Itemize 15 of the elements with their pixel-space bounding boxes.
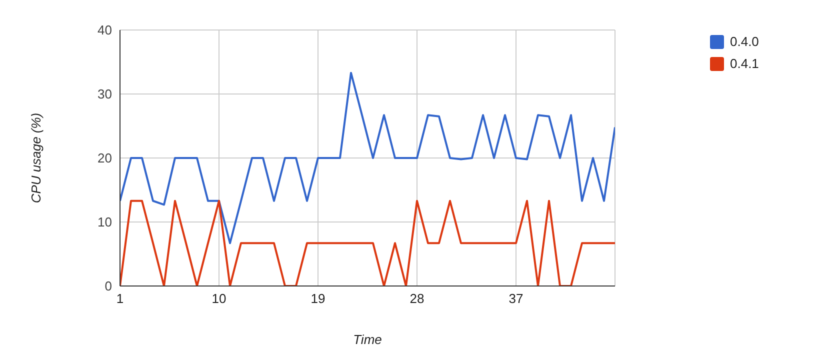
x-tick-label: 19 — [310, 291, 326, 306]
x-axis-title: Time — [353, 332, 382, 347]
y-tick-label: 40 — [98, 22, 112, 38]
x-tick-label: 37 — [508, 291, 524, 306]
y-tick-label: 20 — [98, 150, 112, 166]
x-tick-label: 10 — [212, 291, 226, 306]
y-tick-label: 30 — [98, 86, 112, 102]
legend-label: 0.4.0 — [730, 34, 759, 49]
legend-label: 0.4.1 — [730, 56, 759, 71]
y-tick-label: 0 — [104, 278, 112, 294]
y-axis-title: CPU usage (%) — [28, 112, 44, 204]
y-tick-label: 10 — [98, 214, 112, 230]
line-series — [120, 72, 615, 244]
x-tick-label: 28 — [410, 291, 424, 306]
x-tick-label: 1 — [116, 291, 124, 306]
